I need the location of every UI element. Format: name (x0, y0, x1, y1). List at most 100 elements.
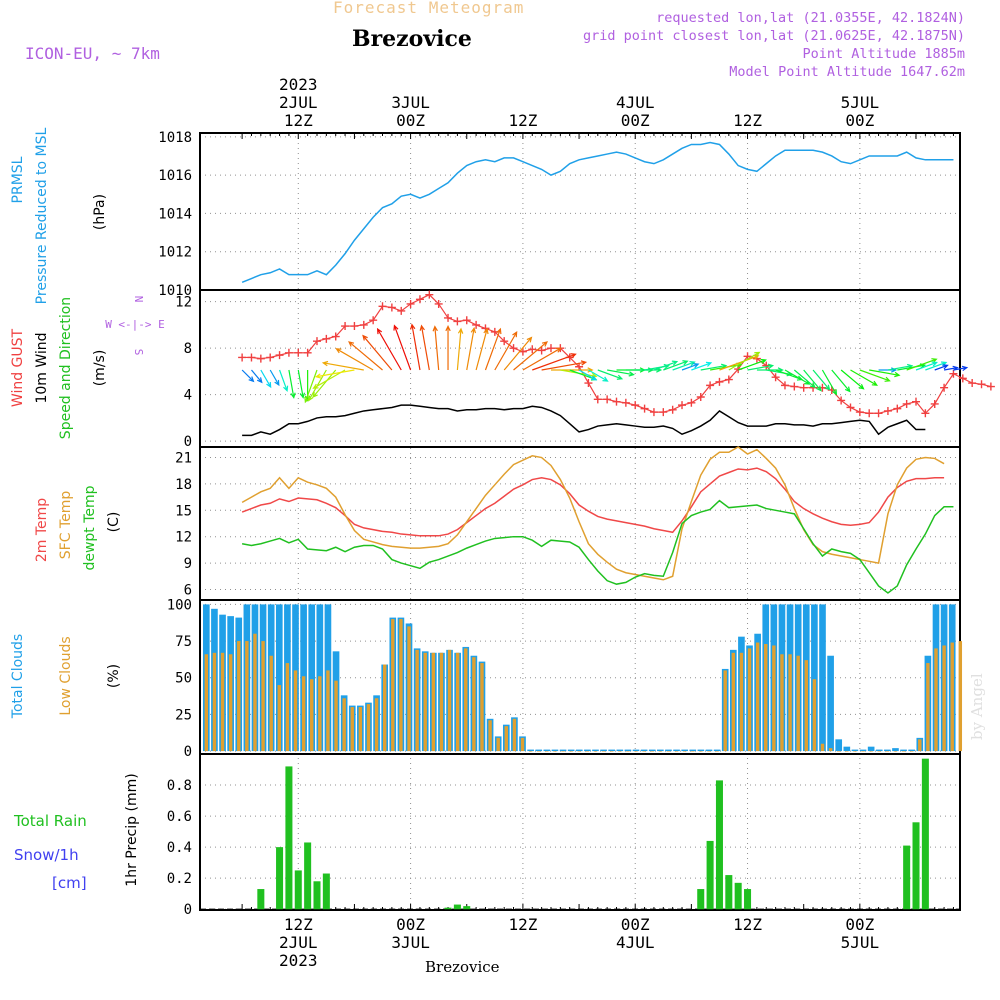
low-cloud-bar (415, 649, 419, 752)
low-cloud-bar (464, 648, 468, 752)
gust-marker (902, 399, 911, 408)
low-cloud-bar (950, 642, 954, 752)
rain-bar (921, 758, 929, 910)
time-label-top: 00Z (396, 111, 425, 130)
low-cloud-bar (512, 718, 517, 752)
gust-marker (312, 337, 321, 346)
low-cloud-bar (358, 707, 363, 752)
gust-marker (631, 401, 640, 410)
rain-bar (285, 766, 293, 910)
gust-marker (678, 401, 687, 410)
low-cloud-bar (885, 751, 890, 752)
gust-marker (425, 290, 434, 299)
y-tick-label: 0 (184, 434, 192, 450)
gust-marker (415, 295, 424, 304)
low-cloud-bar (569, 751, 573, 752)
wind-direction-arrow (297, 369, 306, 399)
time-label-bottom: 00Z (621, 915, 650, 934)
gust-marker (500, 337, 509, 346)
y-axis-label: (hPa) (92, 194, 108, 230)
y-tick-label: 15 (175, 503, 192, 519)
low-cloud-bar (780, 654, 784, 752)
panel-title: Wind GUST (10, 328, 26, 407)
gust-marker (350, 322, 359, 331)
low-cloud-bar (909, 751, 914, 752)
gust-marker (462, 316, 471, 325)
low-cloud-bar (942, 645, 946, 752)
low-cloud-bar (350, 707, 354, 752)
y-tick-label: 1016 (158, 168, 192, 184)
low-cloud-bar (520, 737, 525, 752)
low-cloud-bar (212, 652, 217, 752)
total-cloud-bar (600, 749, 607, 752)
time-label-bottom: 2023 (279, 951, 318, 970)
low-cloud-bar (828, 748, 833, 752)
total-cloud-bar (697, 749, 705, 752)
gust-marker (603, 395, 612, 404)
wind-direction-arrow (737, 358, 767, 371)
y-axis-label: (C) (106, 512, 122, 533)
total-cloud-bar (892, 748, 899, 752)
gust-marker (238, 353, 247, 362)
low-cloud-bar (674, 751, 679, 752)
rain-bar (715, 780, 723, 910)
rain-bar (313, 881, 321, 910)
total-cloud-bar (884, 749, 891, 752)
low-cloud-bar (204, 654, 209, 752)
gust-marker (331, 332, 340, 341)
wind-direction-arrow (532, 353, 577, 371)
rain-bar (697, 889, 705, 910)
wind-direction-arrow (793, 369, 816, 389)
watermark: by Angel (968, 673, 986, 740)
time-label-top: 3JUL (391, 93, 430, 112)
wind-direction-arrow (803, 369, 822, 392)
panel-title: Total Rain (13, 812, 87, 830)
y-tick-label: 9 (184, 556, 192, 572)
low-cloud-bar (561, 751, 565, 752)
y-tick-label: 1018 (158, 130, 192, 146)
y-tick-label: 12 (175, 530, 192, 546)
wind-direction-arrow (691, 361, 713, 371)
low-cloud-bar (601, 751, 606, 752)
wind-direction-arrow (681, 363, 700, 371)
wind-direction-arrow (747, 363, 775, 371)
wind-direction-arrow (672, 360, 696, 371)
low-cloud-bar (374, 698, 379, 752)
wind-direction-arrow (934, 364, 949, 371)
low-cloud-bar (318, 676, 322, 752)
low-cloud-bar (658, 751, 663, 752)
wind-direction-arrow (484, 327, 502, 371)
gust-marker (958, 374, 967, 383)
low-cloud-bar (261, 641, 265, 752)
gust-marker (724, 375, 733, 384)
gust-marker (696, 392, 705, 401)
low-cloud-bar (285, 663, 290, 752)
low-cloud-bar (480, 663, 484, 752)
low-cloud-bar (853, 751, 857, 752)
gust-marker (621, 398, 630, 407)
rain-bar (734, 882, 742, 910)
model-name: ICON-EU, ~ 7km (25, 44, 160, 63)
rain-bar (706, 840, 714, 910)
y-tick-label: 21 (175, 451, 192, 467)
gust-marker (883, 406, 892, 415)
y-tick-label: 18 (175, 477, 192, 493)
panel-title: [cm] (52, 874, 87, 892)
y-axis-label: (m/s) (92, 350, 108, 387)
low-cloud-bar (228, 654, 233, 752)
wind-direction-arrow (869, 369, 901, 378)
low-cloud-bar (772, 645, 776, 752)
panel-title: Speed and Direction (58, 297, 74, 439)
total-cloud-bar (713, 749, 721, 752)
wind-direction-arrow (588, 369, 609, 382)
low-cloud-bar (958, 641, 963, 752)
total-cloud-bar (624, 749, 632, 752)
compass-label: N (132, 296, 145, 303)
panel-title: 10m Wind (34, 332, 50, 403)
wind-direction-arrow (840, 369, 865, 390)
wind-direction-arrow (821, 369, 838, 396)
gust-marker (369, 316, 378, 325)
low-cloud-bar (796, 655, 800, 752)
total-cloud-bar (592, 749, 599, 752)
